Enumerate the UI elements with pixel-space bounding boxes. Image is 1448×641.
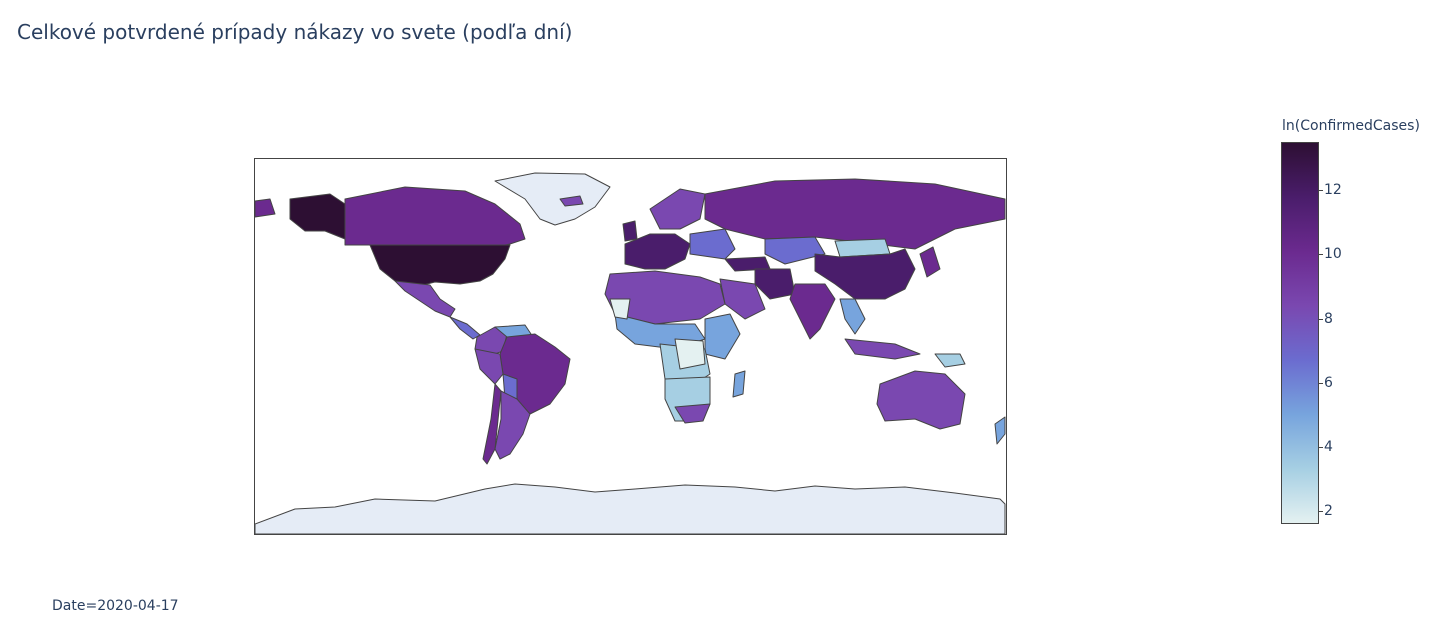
- uk: [622, 220, 638, 242]
- colorbar-tick-label: 2: [1324, 503, 1333, 519]
- colorbar-tick-label: 8: [1324, 311, 1333, 327]
- indonesia: [844, 338, 921, 360]
- world-map[interactable]: [254, 158, 1007, 535]
- antarctica: [255, 483, 1006, 534]
- argentina: [494, 390, 531, 460]
- map-svg: [255, 172, 1006, 534]
- colorbar-tickmark: [1318, 254, 1323, 255]
- new-zealand: [994, 416, 1006, 445]
- usa: [369, 244, 511, 288]
- greenland: [494, 172, 611, 226]
- canada: [344, 186, 526, 248]
- colorbar-tickmark: [1318, 447, 1323, 448]
- colorbar-tick-label: 12: [1324, 182, 1342, 198]
- colorbar-title: ln(ConfirmedCases): [1282, 118, 1420, 134]
- colorbar: [1281, 142, 1319, 524]
- alaska: [289, 193, 346, 240]
- iran: [754, 268, 796, 300]
- kazakhstan: [764, 236, 826, 265]
- colorbar-tick-label: 6: [1324, 375, 1333, 391]
- south-africa: [674, 403, 711, 424]
- mexico: [394, 280, 456, 318]
- west-africa-light: [609, 298, 631, 320]
- png: [934, 353, 966, 368]
- eastern-europe: [689, 228, 736, 260]
- japan: [919, 246, 941, 278]
- scandinavia: [649, 188, 706, 230]
- madagascar: [732, 370, 746, 398]
- central-america: [449, 316, 481, 340]
- colorbar-tickmark: [1318, 511, 1323, 512]
- north-africa: [604, 270, 726, 325]
- peru: [474, 348, 504, 385]
- colorbar-tick-label: 10: [1324, 246, 1342, 262]
- congo: [674, 338, 706, 370]
- india: [789, 283, 836, 340]
- russia: [704, 178, 1006, 250]
- iceland: [559, 195, 584, 207]
- colorbar-tickmark: [1318, 383, 1323, 384]
- australia: [876, 370, 966, 430]
- western-europe: [624, 233, 691, 270]
- chukotka-west: [255, 198, 276, 218]
- colorbar-tickmark: [1318, 190, 1323, 191]
- colorbar-tick-label: 4: [1324, 439, 1333, 455]
- east-africa: [704, 313, 741, 360]
- date-label: Date=2020-04-17: [52, 598, 179, 614]
- china: [814, 248, 916, 300]
- chart-title: Celkové potvrdené prípady nákazy vo svet…: [17, 20, 573, 44]
- se-asia: [839, 298, 866, 335]
- colorbar-tickmark: [1318, 319, 1323, 320]
